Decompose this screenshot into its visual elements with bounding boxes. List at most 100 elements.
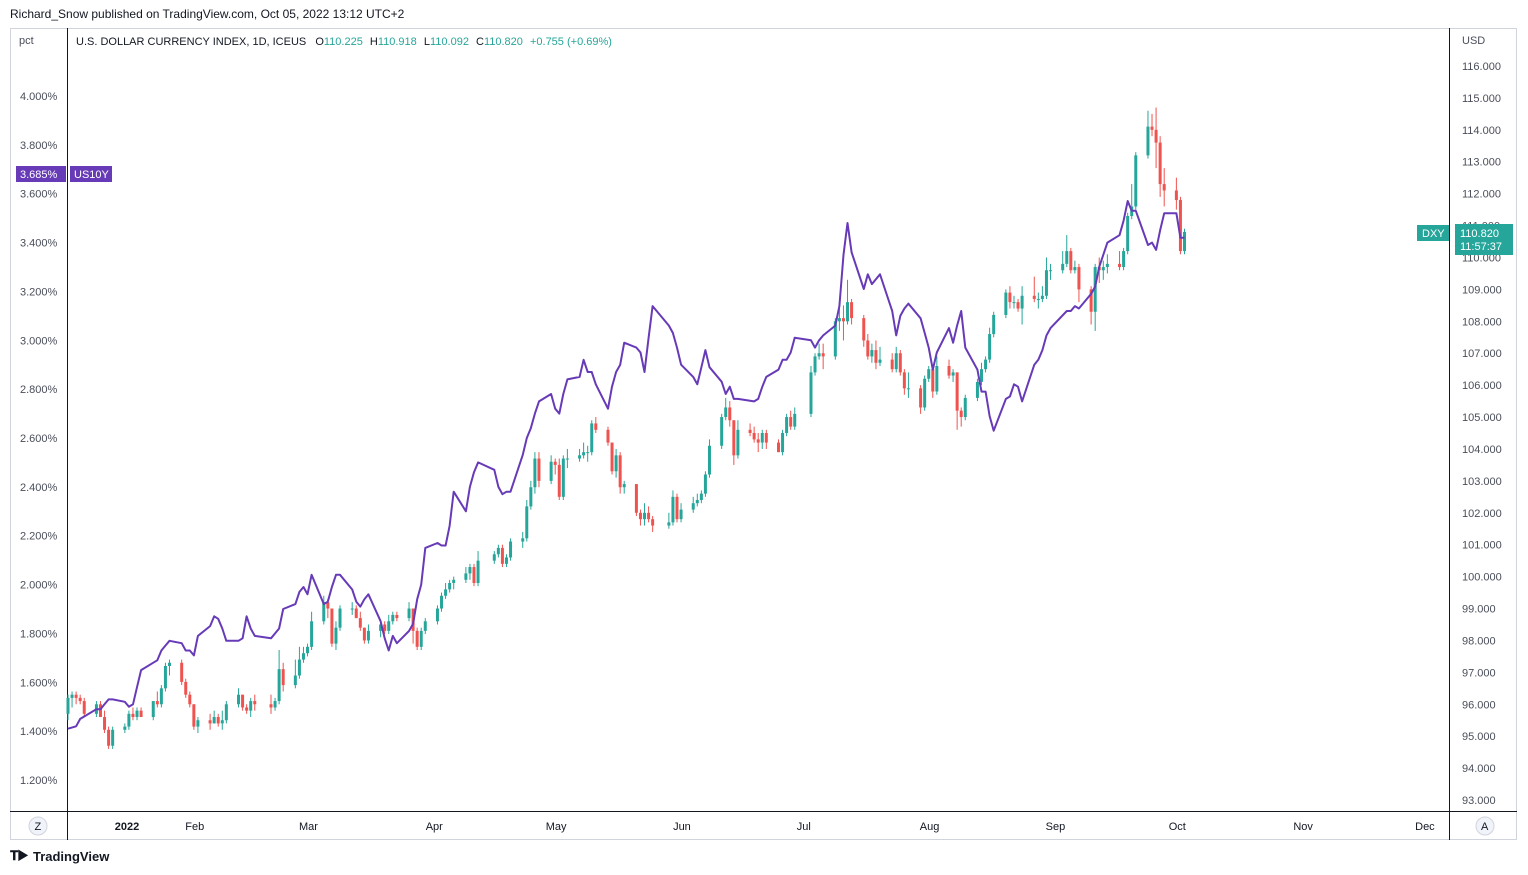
dxy-candle-body — [107, 729, 111, 746]
time-axis-tick-label: Dec — [1415, 821, 1435, 833]
dxy-candle-body — [269, 704, 273, 708]
dxy-candle-body — [622, 484, 626, 488]
dxy-candle-body — [379, 624, 383, 631]
dxy-candle-body — [850, 302, 854, 319]
dxy-candle-body — [785, 417, 789, 433]
right-axis-tick-label: 93.000 — [1462, 795, 1496, 807]
time-axis-tick-label: 2022 — [115, 821, 139, 833]
dxy-candle — [180, 659, 184, 686]
dxy-candle-body — [1069, 251, 1073, 271]
right-axis-tick-label: 100.000 — [1462, 572, 1502, 584]
dxy-candle-body — [180, 662, 184, 682]
dxy-candle — [159, 685, 163, 708]
dxy-candle-body — [1134, 155, 1138, 207]
dxy-candle-body — [1162, 184, 1166, 191]
dxy-candle — [980, 362, 983, 386]
dxy-candle-body — [66, 697, 70, 714]
dxy-candle-body — [931, 369, 935, 392]
dxy-candle — [732, 420, 736, 465]
dxy-candle-body — [504, 557, 508, 564]
dxy-candle-body — [695, 500, 699, 504]
dxy-candle — [565, 448, 569, 469]
dxy-candles — [66, 107, 1186, 749]
dxy-candle-body — [123, 726, 127, 730]
dxy-candle — [322, 595, 326, 625]
dxy-candle — [935, 356, 939, 395]
dxy-candle — [387, 614, 391, 635]
dxy-candle — [582, 442, 586, 459]
us10y-value-text: 3.685% — [20, 169, 58, 181]
dxy-candle — [306, 643, 310, 657]
right-axis-tick-label: 102.000 — [1462, 508, 1502, 520]
time-axis-tick-label: Jul — [797, 821, 811, 833]
dxy-candle — [168, 659, 171, 676]
right-axis-tick-label: 108.000 — [1462, 316, 1502, 328]
dxy-candle-body — [301, 653, 305, 660]
dxy-candle — [435, 605, 439, 625]
dxy-candle-body — [127, 713, 131, 727]
dxy-candle — [975, 378, 979, 402]
right-axis-tick-label: 115.000 — [1462, 93, 1501, 105]
dxy-candle-body — [671, 496, 675, 523]
chart-legend: U.S. DOLLAR CURRENCY INDEX, 1D, ICEUS O1… — [76, 36, 612, 48]
auto-scale-label: A — [1481, 821, 1489, 833]
dxy-name-text: DXY — [1422, 228, 1445, 240]
dxy-candle — [1065, 235, 1069, 268]
log-scale-button[interactable]: Z — [28, 816, 48, 836]
dxy-candle — [902, 369, 906, 395]
right-axis-tick-label: 97.000 — [1462, 667, 1496, 679]
dxy-candle — [992, 311, 996, 338]
auto-scale-button[interactable]: A — [1475, 816, 1495, 836]
dxy-candle — [594, 417, 598, 433]
right-axis-tick-label: 109.000 — [1462, 284, 1502, 296]
dxy-candle — [955, 372, 959, 430]
dxy-candle — [785, 413, 789, 437]
dxy-candle-body — [610, 442, 614, 472]
dxy-candle — [529, 480, 533, 510]
dxy-candle — [760, 429, 764, 449]
dxy-candle-body — [362, 627, 366, 641]
dxy-candle — [192, 704, 196, 730]
dxy-candle — [139, 707, 143, 718]
time-axis-tick-label: Sep — [1046, 821, 1066, 833]
dxy-candle-body — [732, 420, 736, 456]
dxy-candle — [66, 694, 70, 721]
dxy-candle — [614, 448, 618, 478]
right-axis-tick-label: 114.000 — [1462, 125, 1501, 137]
dxy-candle-body — [638, 512, 642, 520]
dxy-candle-body — [809, 372, 813, 414]
dxy-candle — [1134, 152, 1138, 210]
dxy-candle — [310, 611, 314, 651]
dxy-candle-body — [984, 359, 988, 370]
dxy-candle-body — [358, 618, 362, 628]
dxy-candle — [777, 439, 780, 453]
dxy-candle — [846, 279, 850, 325]
right-axis-tick-label: 103.000 — [1462, 476, 1502, 488]
dxy-candle — [634, 484, 638, 516]
dxy-candle — [610, 442, 614, 475]
dxy-candle-body — [492, 554, 496, 561]
tradingview-logo[interactable]: 𝐓▶ TradingView — [10, 848, 109, 864]
dxy-candle-body — [139, 710, 143, 718]
right-axis-tick-label: 98.000 — [1462, 635, 1496, 647]
dxy-candle — [525, 500, 529, 542]
dxy-candle — [874, 340, 878, 370]
dxy-candle — [606, 426, 610, 446]
dxy-candle-body — [159, 688, 163, 705]
dxy-candle — [647, 506, 651, 523]
dxy-candle — [74, 691, 78, 705]
dxy-candle — [111, 726, 115, 749]
legend-low-label: L — [424, 36, 430, 48]
dxy-candle-body — [651, 519, 655, 526]
dxy-candle — [667, 512, 671, 529]
dxy-candle-body — [509, 541, 513, 558]
left-axis-tick-label: 1.400% — [20, 726, 58, 738]
dxy-candle-body — [1174, 190, 1178, 201]
dxy-candle-body — [241, 694, 245, 708]
dxy-candle-body — [297, 659, 301, 676]
dxy-candle — [1122, 247, 1126, 271]
dxy-candle — [127, 710, 131, 730]
dxy-candle-body — [963, 397, 967, 418]
dxy-candle — [1178, 196, 1182, 255]
